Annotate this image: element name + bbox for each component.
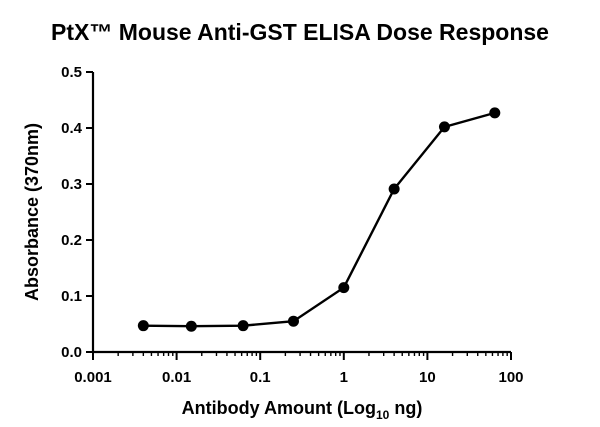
y-tick-label: 0.3: [61, 176, 82, 193]
x-axis-label-subscript: 10: [376, 408, 390, 422]
x-axis-label-main: Antibody Amount (Log: [182, 398, 376, 418]
x-tick-label: 10: [419, 369, 436, 386]
x-tick-label: 1: [340, 369, 348, 386]
series-line: [143, 111, 496, 328]
x-axis: 0.001 0.01 0.1 1 10 100: [74, 350, 524, 386]
y-tick-label: 0.4: [61, 120, 83, 137]
data-point: [237, 320, 249, 332]
y-tick-label: 0.5: [61, 64, 82, 81]
data-point: [388, 183, 400, 195]
y-axis-ticks: 0.0 0.1 0.2 0.3 0.4 0.5: [61, 64, 93, 361]
data-point: [185, 320, 197, 332]
y-axis: 0.0 0.1 0.2 0.3 0.4 0.5: [61, 64, 95, 361]
y-tick-label: 0.0: [61, 344, 82, 361]
y-tick-label: 0.1: [61, 288, 82, 305]
plot-area: [137, 107, 501, 332]
chart-title: PtX™ Mouse Anti-GST ELISA Dose Response: [51, 19, 549, 45]
data-point: [338, 282, 350, 294]
data-point: [489, 107, 501, 119]
x-axis-label-suffix: ng): [389, 398, 422, 418]
y-tick-label: 0.2: [61, 232, 82, 249]
x-tick-label: 0.01: [162, 369, 191, 386]
x-axis-label: Antibody Amount (Log10 ng): [182, 398, 423, 422]
x-tick-label: 0.001: [74, 369, 112, 386]
data-point: [287, 315, 299, 327]
x-tick-label: 0.1: [250, 369, 271, 386]
x-axis-ticks: 0.001 0.01 0.1 1 10 100: [74, 352, 524, 386]
x-tick-label: 100: [498, 369, 523, 386]
data-point: [137, 320, 149, 332]
y-axis-label: Absorbance (370nm): [22, 123, 42, 301]
data-point: [438, 121, 450, 133]
